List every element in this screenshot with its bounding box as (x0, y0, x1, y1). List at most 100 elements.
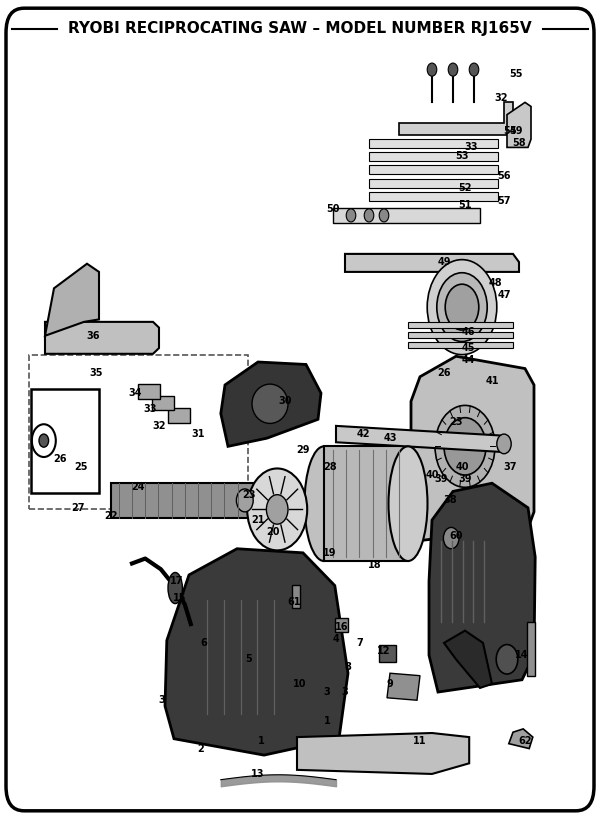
Text: 17: 17 (170, 577, 184, 586)
Text: 59: 59 (509, 126, 523, 136)
Text: 60: 60 (449, 532, 463, 541)
Circle shape (496, 645, 518, 674)
Text: 24: 24 (131, 482, 145, 492)
Ellipse shape (252, 384, 288, 423)
Bar (369, 152, 498, 161)
Polygon shape (444, 631, 492, 688)
Text: 42: 42 (356, 429, 370, 439)
Text: 48: 48 (488, 278, 502, 287)
Text: 34: 34 (128, 388, 142, 398)
Polygon shape (336, 426, 507, 452)
Bar (369, 192, 498, 201)
Circle shape (444, 418, 486, 475)
Text: 26: 26 (437, 368, 451, 378)
Bar (379, 645, 396, 662)
Polygon shape (507, 102, 531, 147)
Bar (408, 342, 513, 348)
Bar (333, 208, 480, 223)
Text: 21: 21 (251, 515, 265, 525)
Circle shape (469, 63, 479, 76)
Text: 16: 16 (335, 622, 349, 631)
Text: 57: 57 (497, 196, 511, 206)
Polygon shape (165, 549, 348, 755)
Circle shape (427, 63, 437, 76)
Circle shape (247, 468, 307, 550)
Polygon shape (387, 673, 420, 700)
Text: 7: 7 (356, 638, 364, 648)
Text: 4: 4 (332, 634, 340, 644)
Text: 18: 18 (368, 560, 382, 570)
Text: 39: 39 (434, 474, 448, 484)
Text: 3: 3 (158, 695, 166, 705)
Text: 1: 1 (323, 716, 331, 726)
Text: 50: 50 (326, 204, 340, 214)
Text: 29: 29 (296, 446, 310, 455)
Text: 31: 31 (191, 429, 205, 439)
Polygon shape (399, 102, 513, 135)
Text: 46: 46 (461, 327, 475, 337)
Polygon shape (429, 483, 535, 692)
Text: 32: 32 (494, 93, 508, 103)
Text: 52: 52 (458, 183, 472, 193)
Text: 10: 10 (293, 679, 307, 689)
Text: 23: 23 (242, 491, 256, 500)
Text: 20: 20 (266, 527, 280, 537)
Text: 36: 36 (86, 331, 100, 341)
Text: 43: 43 (383, 433, 397, 443)
Text: 32: 32 (152, 421, 166, 431)
Circle shape (379, 209, 389, 222)
Text: 49: 49 (437, 257, 451, 267)
Circle shape (427, 260, 497, 355)
Text: 5: 5 (245, 654, 253, 664)
Text: 44: 44 (461, 355, 475, 365)
Text: 27: 27 (71, 503, 85, 513)
Text: 25: 25 (74, 462, 88, 472)
Text: 2: 2 (197, 744, 205, 754)
Text: 23: 23 (449, 417, 463, 427)
Circle shape (448, 63, 458, 76)
Text: 53: 53 (455, 151, 469, 161)
Text: 37: 37 (503, 462, 517, 472)
Polygon shape (411, 356, 534, 541)
Text: 38: 38 (443, 495, 457, 505)
Text: RYOBI RECIPROCATING SAW – MODEL NUMBER RJ165V: RYOBI RECIPROCATING SAW – MODEL NUMBER R… (68, 21, 532, 36)
Text: 45: 45 (461, 343, 475, 353)
Circle shape (443, 527, 459, 549)
Text: 51: 51 (458, 200, 472, 210)
Text: 54: 54 (503, 126, 517, 136)
Text: 8: 8 (344, 663, 352, 672)
Text: 15: 15 (173, 593, 187, 603)
Bar (111, 483, 255, 518)
Text: 6: 6 (200, 638, 208, 648)
Bar (324, 446, 408, 561)
Text: 3: 3 (341, 687, 349, 697)
Text: 61: 61 (287, 597, 301, 607)
Text: 40: 40 (425, 470, 439, 480)
Text: 62: 62 (518, 736, 532, 746)
Bar (369, 139, 498, 148)
Text: 28: 28 (323, 462, 337, 472)
Text: 19: 19 (323, 548, 337, 558)
Bar (335, 618, 348, 632)
Text: 30: 30 (278, 396, 292, 406)
Text: 33: 33 (464, 143, 478, 152)
Text: 40: 40 (455, 462, 469, 472)
Circle shape (445, 284, 479, 330)
Polygon shape (221, 362, 321, 446)
Bar (138, 384, 160, 399)
Circle shape (346, 209, 356, 222)
Circle shape (497, 434, 511, 454)
Bar (527, 622, 535, 676)
Text: 3: 3 (323, 687, 331, 697)
Polygon shape (45, 264, 99, 336)
Ellipse shape (168, 572, 182, 604)
Text: 56: 56 (497, 171, 511, 181)
Text: 41: 41 (485, 376, 499, 386)
Ellipse shape (389, 446, 428, 561)
Text: 1: 1 (257, 736, 265, 746)
Text: 26: 26 (53, 454, 67, 464)
Circle shape (39, 434, 49, 447)
Polygon shape (297, 733, 469, 774)
Bar (369, 165, 498, 174)
Text: 35: 35 (89, 368, 103, 378)
